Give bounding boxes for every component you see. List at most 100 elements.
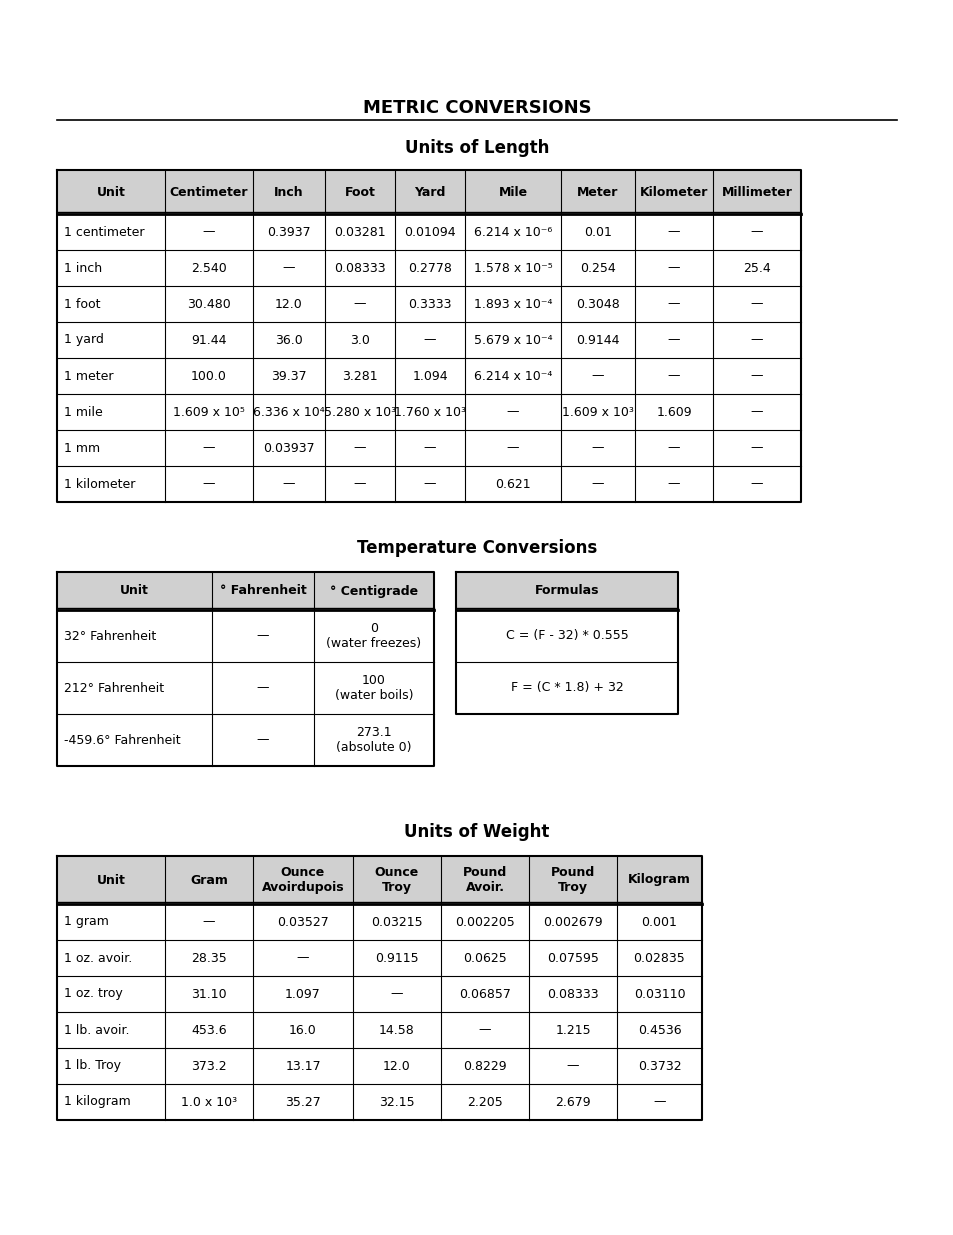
Text: 6.214 x 10⁻⁴: 6.214 x 10⁻⁴ [474, 369, 552, 383]
Text: 1.215: 1.215 [555, 1024, 590, 1036]
Text: —: — [423, 441, 436, 454]
Text: —: — [750, 333, 762, 347]
Text: 1.609: 1.609 [656, 405, 691, 419]
Text: 35.27: 35.27 [285, 1095, 320, 1109]
Text: Unit: Unit [120, 584, 149, 598]
Text: C = (F - 32) * 0.555: C = (F - 32) * 0.555 [505, 630, 628, 642]
Text: 1 oz. avoir.: 1 oz. avoir. [64, 951, 132, 965]
Text: 1.097: 1.097 [285, 988, 320, 1000]
Text: 0.9115: 0.9115 [375, 951, 418, 965]
Text: 32° Fahrenheit: 32° Fahrenheit [64, 630, 156, 642]
Text: 0.254: 0.254 [579, 262, 616, 274]
Text: Millimeter: Millimeter [720, 185, 792, 199]
Text: 1.094: 1.094 [412, 369, 447, 383]
Text: 0.01: 0.01 [583, 226, 611, 238]
Text: 5.280 x 10³: 5.280 x 10³ [324, 405, 395, 419]
Text: 0
(water freezes): 0 (water freezes) [326, 622, 421, 650]
Text: 0.4536: 0.4536 [637, 1024, 680, 1036]
Text: Pound
Troy: Pound Troy [550, 866, 595, 894]
Text: —: — [591, 441, 603, 454]
Text: Ounce
Troy: Ounce Troy [375, 866, 418, 894]
Text: —: — [203, 915, 215, 929]
Text: —: — [750, 441, 762, 454]
Text: 0.03281: 0.03281 [334, 226, 385, 238]
Text: 16.0: 16.0 [289, 1024, 316, 1036]
Text: —: — [667, 369, 679, 383]
Text: —: — [256, 734, 269, 746]
Text: 0.08333: 0.08333 [334, 262, 385, 274]
Text: Foot: Foot [344, 185, 375, 199]
Text: 1 oz. troy: 1 oz. troy [64, 988, 123, 1000]
Text: —: — [203, 226, 215, 238]
Text: —: — [591, 369, 603, 383]
Bar [57, 572, 434, 610]
Text: 0.621: 0.621 [495, 478, 530, 490]
Text: 1 yard: 1 yard [64, 333, 104, 347]
Text: —: — [653, 1095, 665, 1109]
Text: Units of Length: Units of Length [404, 140, 549, 157]
Text: 0.06857: 0.06857 [458, 988, 511, 1000]
Text: 6.336 x 10⁴: 6.336 x 10⁴ [253, 405, 325, 419]
Text: —: — [354, 298, 366, 310]
Text: 2.679: 2.679 [555, 1095, 590, 1109]
Text: 100
(water boils): 100 (water boils) [335, 674, 413, 701]
Text: —: — [506, 441, 518, 454]
Text: Yard: Yard [414, 185, 445, 199]
Text: 0.03527: 0.03527 [276, 915, 329, 929]
Text: 0.08333: 0.08333 [547, 988, 598, 1000]
Text: —: — [478, 1024, 491, 1036]
Text: 3.281: 3.281 [342, 369, 377, 383]
Text: Formulas: Formulas [535, 584, 598, 598]
Text: 32.15: 32.15 [378, 1095, 415, 1109]
Text: 30.480: 30.480 [187, 298, 231, 310]
Text: Meter: Meter [577, 185, 618, 199]
Text: —: — [203, 441, 215, 454]
Text: —: — [282, 478, 294, 490]
Text: 31.10: 31.10 [191, 988, 227, 1000]
Text: -459.6° Fahrenheit: -459.6° Fahrenheit [64, 734, 180, 746]
Text: 13.17: 13.17 [285, 1060, 320, 1072]
Text: —: — [296, 951, 309, 965]
Text: Gram: Gram [190, 873, 228, 887]
Text: 1 lb. Troy: 1 lb. Troy [64, 1060, 121, 1072]
Text: Unit: Unit [96, 185, 125, 199]
Text: 28.35: 28.35 [191, 951, 227, 965]
Text: —: — [750, 298, 762, 310]
Text: 0.02835: 0.02835 [633, 951, 684, 965]
Text: 1.609 x 10⁵: 1.609 x 10⁵ [172, 405, 245, 419]
Text: 0.3048: 0.3048 [576, 298, 619, 310]
Text: —: — [423, 333, 436, 347]
Text: ° Fahrenheit: ° Fahrenheit [219, 584, 306, 598]
Text: 12.0: 12.0 [383, 1060, 411, 1072]
Text: —: — [750, 226, 762, 238]
Text: Inch: Inch [274, 185, 303, 199]
Text: 0.3732: 0.3732 [637, 1060, 680, 1072]
Text: 1 foot: 1 foot [64, 298, 100, 310]
Text: 6.214 x 10⁻⁶: 6.214 x 10⁻⁶ [474, 226, 552, 238]
Text: 91.44: 91.44 [191, 333, 227, 347]
Text: Unit: Unit [96, 873, 125, 887]
Text: 0.001: 0.001 [640, 915, 677, 929]
Text: 453.6: 453.6 [191, 1024, 227, 1036]
Text: Temperature Conversions: Temperature Conversions [356, 538, 597, 557]
Text: 0.2778: 0.2778 [408, 262, 452, 274]
Text: —: — [750, 478, 762, 490]
Text: 1 mm: 1 mm [64, 441, 100, 454]
Text: 3.0: 3.0 [350, 333, 370, 347]
Text: 0.07595: 0.07595 [546, 951, 598, 965]
Text: 0.8229: 0.8229 [463, 1060, 506, 1072]
Text: —: — [506, 405, 518, 419]
Text: —: — [256, 630, 269, 642]
Text: —: — [354, 441, 366, 454]
Text: 12.0: 12.0 [274, 298, 302, 310]
Text: 0.0625: 0.0625 [462, 951, 506, 965]
Text: —: — [667, 226, 679, 238]
Text: 0.03937: 0.03937 [263, 441, 314, 454]
Text: 1 inch: 1 inch [64, 262, 102, 274]
Text: METRIC CONVERSIONS: METRIC CONVERSIONS [362, 99, 591, 117]
Text: 100.0: 100.0 [191, 369, 227, 383]
Text: 373.2: 373.2 [191, 1060, 227, 1072]
Text: 2.205: 2.205 [467, 1095, 502, 1109]
Text: 1.0 x 10³: 1.0 x 10³ [181, 1095, 236, 1109]
Text: Kilometer: Kilometer [639, 185, 707, 199]
